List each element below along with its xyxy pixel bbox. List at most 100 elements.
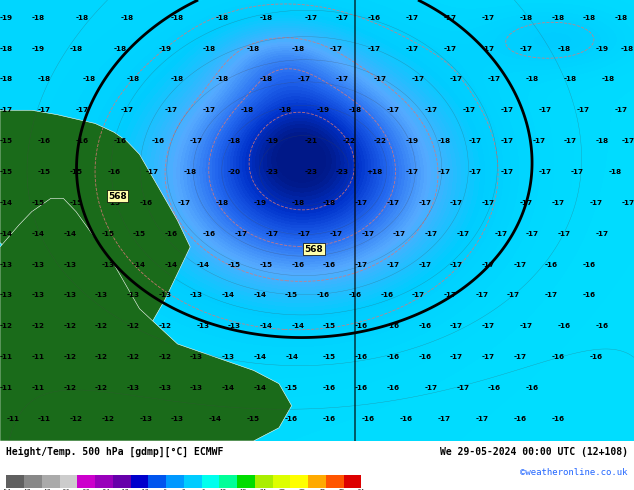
Text: -17: -17 [444,46,456,51]
Text: -17: -17 [514,354,526,360]
Text: -14: -14 [285,354,298,360]
Text: 54: 54 [358,489,365,490]
Text: -14: -14 [254,354,266,360]
Text: -17: -17 [482,354,495,360]
Text: -18: -18 [260,15,273,21]
Text: -18: -18 [216,200,228,206]
Text: -11: -11 [38,416,51,422]
Text: -12: -12 [63,354,76,360]
Text: -16: -16 [361,416,374,422]
Text: -15: -15 [101,231,114,237]
Text: -17: -17 [444,15,456,21]
Text: -18: -18 [216,15,228,21]
Text: -16: -16 [349,293,361,298]
Text: -16: -16 [292,262,304,268]
Text: 48: 48 [338,489,345,490]
Text: -17: -17 [76,107,89,113]
Text: -13: -13 [197,323,209,329]
Text: -15: -15 [133,231,146,237]
Text: -16: -16 [545,262,558,268]
Text: -14: -14 [32,231,44,237]
Text: 0: 0 [182,489,186,490]
Text: -17: -17 [437,169,450,175]
Text: -19: -19 [266,138,279,144]
Text: -14: -14 [165,262,178,268]
Text: -17: -17 [412,293,425,298]
Text: -17: -17 [298,76,311,82]
Text: -17: -17 [450,323,463,329]
Text: -14: -14 [0,231,13,237]
Text: -16: -16 [317,293,330,298]
Bar [255,475,273,488]
Text: -17: -17 [406,169,418,175]
Text: -16: -16 [596,323,609,329]
Text: -19: -19 [32,46,44,51]
Text: -17: -17 [165,107,178,113]
Bar [273,475,290,488]
Text: -13: -13 [190,354,203,360]
Text: -17: -17 [482,323,495,329]
Text: -17: -17 [190,138,203,144]
Text: -15: -15 [247,416,260,422]
Text: 18: 18 [240,489,247,490]
Text: -16: -16 [152,138,165,144]
Text: -15: -15 [285,293,298,298]
Text: -16: -16 [488,385,501,391]
Text: -17: -17 [482,262,495,268]
Text: -17: -17 [615,107,628,113]
Text: -17: -17 [558,231,571,237]
Text: -15: -15 [228,262,241,268]
Text: -17: -17 [38,107,51,113]
Text: -15: -15 [0,138,13,144]
Text: -17: -17 [178,200,190,206]
Text: -17: -17 [590,200,602,206]
Text: -17: -17 [425,385,437,391]
Text: -17: -17 [514,262,526,268]
Text: -11: -11 [32,354,44,360]
Text: -12: -12 [63,385,76,391]
Text: -12: -12 [32,323,44,329]
Text: 568: 568 [304,245,323,254]
Text: -16: -16 [418,354,431,360]
Text: -17: -17 [406,15,418,21]
Text: -16: -16 [368,15,380,21]
Text: -17: -17 [266,231,279,237]
Text: -14: -14 [197,262,209,268]
Text: -15: -15 [260,262,273,268]
Text: -17: -17 [577,107,590,113]
Text: -16: -16 [583,293,596,298]
Text: -18: -18 [70,46,82,51]
Text: -12: -12 [101,416,114,422]
Text: -17: -17 [520,323,533,329]
Text: -16: -16 [114,138,127,144]
Text: -17: -17 [450,354,463,360]
Text: -11: -11 [6,416,19,422]
Text: -14: -14 [222,385,235,391]
Text: -12: -12 [158,323,171,329]
Text: -18: -18 [0,76,13,82]
Text: -17: -17 [456,385,469,391]
Text: -13: -13 [0,293,13,298]
Bar [202,475,219,488]
Text: -17: -17 [482,15,495,21]
Text: 568: 568 [108,192,127,201]
Text: -17: -17 [336,15,349,21]
Text: -17: -17 [450,76,463,82]
Text: -48: -48 [21,489,31,490]
Text: -17: -17 [571,169,583,175]
Text: -16: -16 [285,416,298,422]
Text: -16: -16 [387,323,399,329]
Bar [60,475,77,488]
Text: -17: -17 [0,107,13,113]
Text: -17: -17 [387,262,399,268]
Text: -36: -36 [60,489,71,490]
Bar [184,475,202,488]
Text: -16: -16 [355,323,368,329]
Text: -22: -22 [374,138,387,144]
Text: -13: -13 [190,293,203,298]
Bar [308,475,326,488]
Text: -17: -17 [520,46,533,51]
Bar [290,475,308,488]
Text: -17: -17 [526,231,539,237]
Bar [148,475,166,488]
